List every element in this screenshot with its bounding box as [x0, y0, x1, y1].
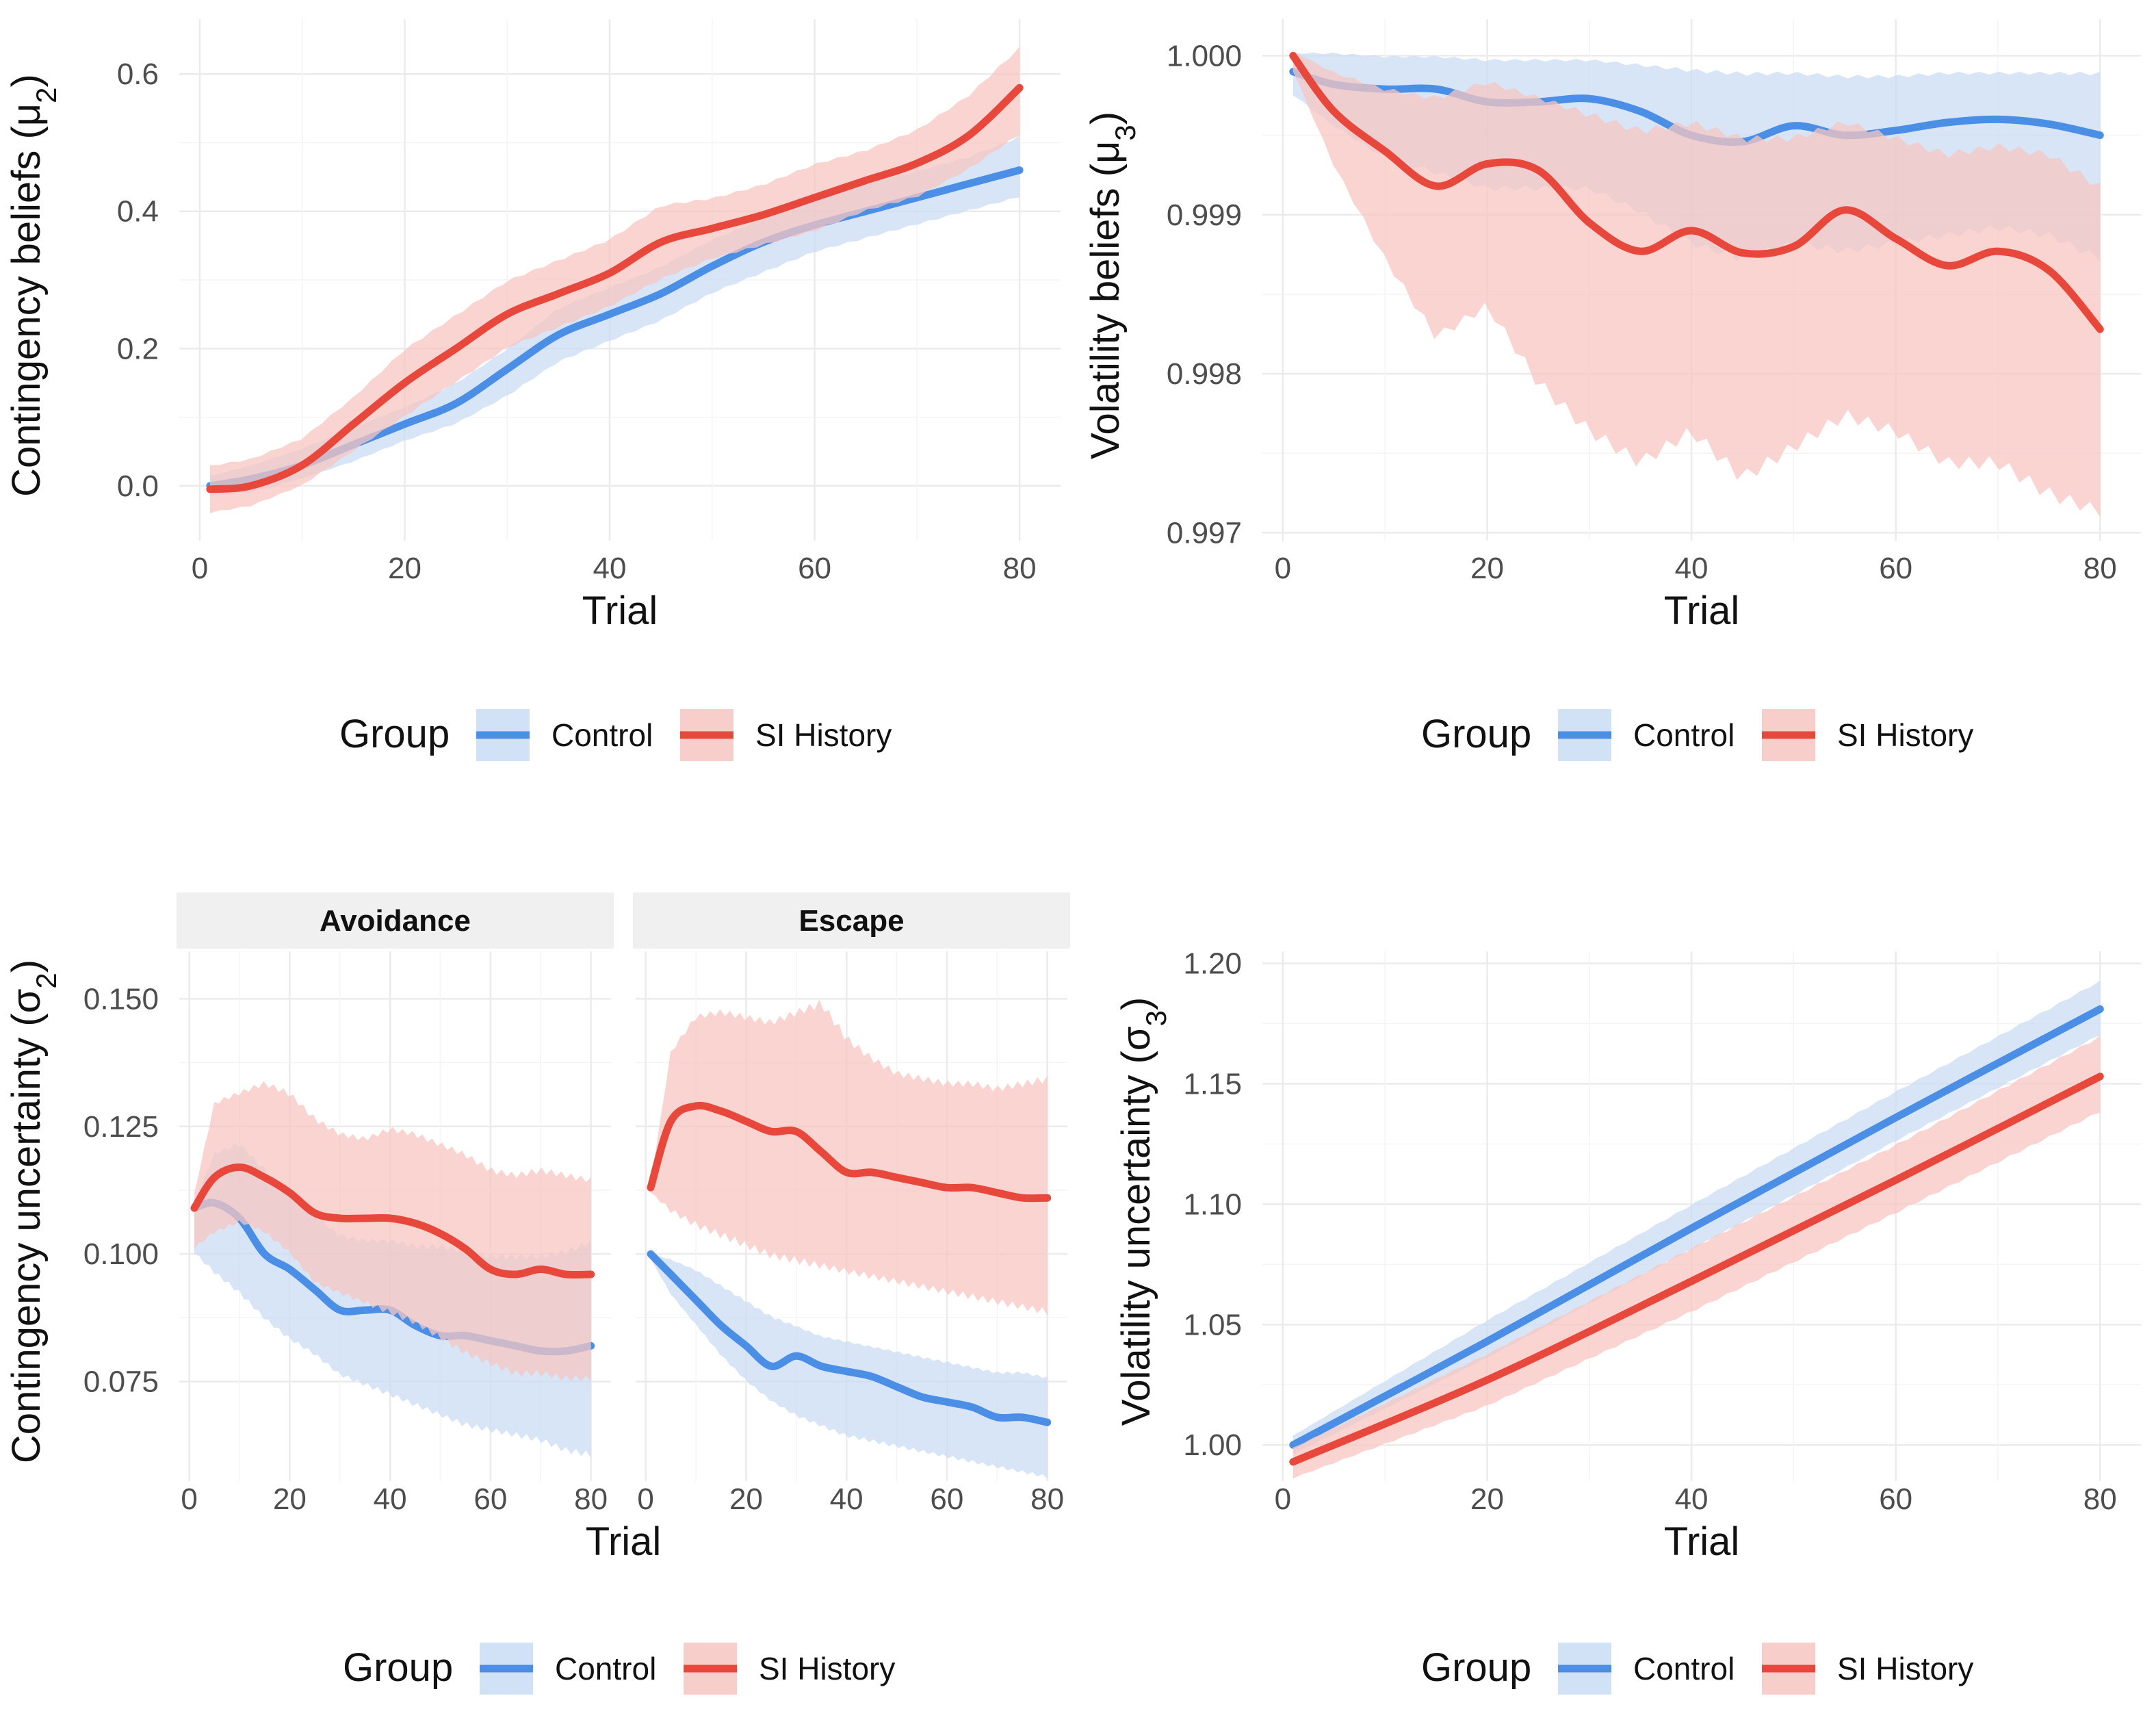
legend-label-control: Control — [555, 1651, 656, 1686]
legend-label-control: Control — [1633, 1651, 1735, 1686]
legend-label-si-history: SI History — [759, 1651, 895, 1686]
x-tick-label: 80 — [2083, 552, 2117, 585]
legend-label-si-history: SI History — [1837, 1651, 1973, 1686]
x-tick-label: 20 — [1470, 552, 1504, 585]
x-axis-title: Trial — [1664, 1519, 1740, 1564]
legend-label-si-history: SI History — [755, 717, 892, 753]
x-tick-label: 0 — [1275, 1482, 1291, 1516]
x-tick-label: 40 — [830, 1482, 863, 1516]
facet-strip-label: Escape — [798, 904, 904, 938]
si-history-confidence-band — [209, 47, 1020, 513]
y-axis-title-main: Volatility beliefs (μ — [1083, 141, 1128, 459]
x-tick-label: 20 — [388, 552, 421, 585]
x-tick-label: 40 — [1675, 552, 1709, 585]
y-axis-title-subscript: 2 — [30, 973, 62, 988]
facet-strip-escape — [633, 892, 1070, 949]
x-tick-label: 60 — [473, 1482, 507, 1516]
y-tick-label: 1.15 — [1183, 1068, 1242, 1101]
x-tick-label: 20 — [729, 1482, 763, 1516]
x-tick-label: 0 — [181, 1482, 197, 1516]
control-mean-line — [647, 1250, 1052, 1426]
y-axis-title: Contingency beliefs (μ2) — [4, 74, 62, 497]
y-axis-title-main: Contingency uncertainty (σ — [4, 989, 49, 1463]
panel-volatility-uncertainty: 1.00 1.05 1.10 1.15 1.20 0 20 40 60 80 Trial Volati… — [1114, 947, 2141, 1695]
x-tick-label: 40 — [374, 1482, 407, 1516]
control-mean-line — [1289, 1005, 2104, 1449]
y-tick-label: 1.05 — [1183, 1308, 1242, 1341]
facet-strip-label: Avoidance — [320, 904, 471, 938]
x-tick-label: 40 — [1675, 1482, 1709, 1516]
panel-volatility-beliefs: 0.997 0.998 0.999 1.000 0 20 40 60 80 Trial Volati… — [1083, 19, 2141, 761]
x-tick-label: 80 — [574, 1482, 608, 1516]
si-history-mean-line — [1289, 1072, 2104, 1466]
x-tick-label: 20 — [273, 1482, 307, 1516]
legend-title: Group — [1421, 712, 1531, 756]
legend-title: Group — [1421, 1645, 1531, 1690]
x-tick-label: 80 — [1030, 1482, 1064, 1516]
y-tick-label: 0.997 — [1167, 516, 1242, 550]
panel-contingency-uncertainty: 0 20 40 60 80 Avoidance 0 20 40 60 80 Escape 0.075 0.… — [4, 892, 1070, 1695]
x-tick-label: 40 — [593, 552, 627, 585]
y-tick-label: 0.100 — [83, 1237, 159, 1271]
y-axis-title-close: ) — [4, 960, 49, 973]
y-axis-title: Volatility uncertainty (σ3) — [1114, 997, 1172, 1426]
si-history-mean-line — [206, 83, 1024, 493]
si-history-mean-line — [647, 1101, 1052, 1203]
y-axis-title-close: ) — [1114, 997, 1158, 1010]
y-axis-title-subscript: 3 — [1109, 125, 1141, 140]
legend-label-control: Control — [1633, 717, 1735, 753]
legend-label-si-history: SI History — [1837, 717, 1973, 753]
x-tick-label: 60 — [930, 1482, 963, 1516]
x-tick-label: 0 — [1275, 552, 1291, 585]
x-tick-label: 80 — [2083, 1482, 2117, 1516]
legend-title: Group — [339, 712, 450, 756]
control-confidence-band — [651, 1254, 1048, 1479]
y-axis-title-subscript: 3 — [1140, 1010, 1172, 1026]
x-tick-label: 0 — [192, 552, 208, 585]
x-tick-label: 60 — [1879, 552, 1912, 585]
si-history-confidence-band — [1293, 1036, 2101, 1479]
si-history-confidence-band — [651, 999, 1048, 1315]
y-tick-label: 0.6 — [117, 57, 159, 91]
y-tick-label: 0.125 — [83, 1110, 159, 1144]
y-tick-label: 1.20 — [1183, 947, 1242, 981]
x-axis-title: Trial — [586, 1519, 662, 1564]
x-tick-label: 20 — [1470, 1482, 1504, 1516]
y-tick-label: 0.998 — [1167, 357, 1242, 391]
x-tick-label: 80 — [1003, 552, 1037, 585]
y-axis-title-main: Contingency beliefs (μ — [4, 103, 49, 497]
y-tick-label: 1.000 — [1167, 39, 1242, 73]
y-axis-title-close: ) — [1083, 112, 1128, 125]
legend-title: Group — [343, 1645, 453, 1690]
y-axis-title-subscript: 2 — [30, 87, 62, 103]
y-axis-title-close: ) — [4, 74, 49, 87]
y-tick-label: 0.150 — [83, 982, 159, 1016]
x-tick-label: 60 — [798, 552, 831, 585]
si-history-mean-line — [1289, 51, 2104, 333]
y-axis-title: Volatility beliefs (μ3) — [1083, 112, 1141, 459]
x-axis-title: Trial — [582, 589, 658, 633]
y-tick-label: 0.999 — [1167, 198, 1242, 232]
y-axis-title: Contingency uncertainty (σ2) — [4, 960, 62, 1463]
y-tick-label: 0.4 — [117, 195, 159, 229]
y-axis-title-main: Volatility uncertainty (σ — [1114, 1026, 1158, 1426]
facet-strip-avoidance — [177, 892, 614, 949]
panel-contingency-beliefs: 0.0 0.2 0.4 0.6 0 20 40 60 80 Trial Contingency be… — [4, 19, 1061, 761]
y-tick-label: 1.10 — [1183, 1187, 1242, 1221]
legend-label-control: Control — [551, 717, 653, 753]
si-history-mean-line — [190, 1163, 595, 1279]
x-tick-label: 0 — [637, 1482, 653, 1516]
x-tick-label: 60 — [1879, 1482, 1912, 1516]
y-tick-label: 0.075 — [83, 1365, 159, 1399]
x-axis-title: Trial — [1664, 589, 1740, 633]
y-tick-label: 0.0 — [117, 470, 159, 503]
si-history-confidence-band — [194, 1081, 591, 1382]
si-history-confidence-band — [1293, 51, 2101, 517]
y-tick-label: 0.2 — [117, 332, 159, 365]
y-tick-label: 1.00 — [1183, 1428, 1242, 1462]
